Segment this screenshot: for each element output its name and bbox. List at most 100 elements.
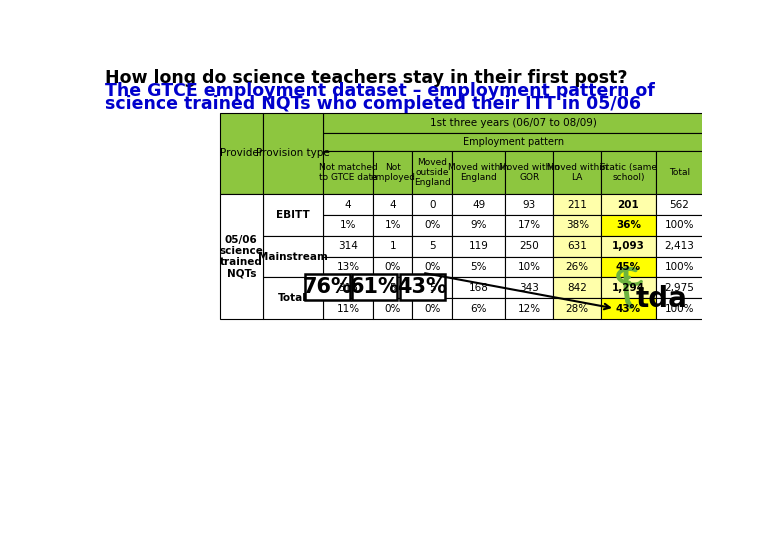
Text: 43%: 43%: [397, 278, 447, 298]
Bar: [505, 151, 553, 194]
Bar: [655, 298, 704, 319]
Bar: [412, 236, 452, 256]
Text: 0: 0: [429, 200, 435, 210]
Bar: [452, 215, 505, 236]
Text: Provider: Provider: [220, 148, 263, 158]
Bar: [399, 274, 445, 300]
Bar: [323, 151, 374, 194]
Text: Moved
outside
England: Moved outside England: [414, 158, 451, 187]
Bar: [412, 298, 452, 319]
Text: 0%: 0%: [424, 303, 441, 314]
Bar: [323, 112, 704, 132]
Bar: [374, 236, 412, 256]
Bar: [374, 151, 412, 194]
Bar: [220, 194, 263, 319]
Text: Not
employed: Not employed: [370, 163, 415, 182]
Text: Total: Total: [669, 168, 690, 177]
Text: 562: 562: [669, 200, 690, 210]
Text: 119: 119: [469, 241, 489, 251]
Bar: [655, 215, 704, 236]
Text: 314: 314: [339, 241, 358, 251]
Text: Static (same
school): Static (same school): [600, 163, 657, 182]
Text: 6%: 6%: [470, 303, 487, 314]
Bar: [452, 278, 505, 298]
Text: 76%: 76%: [303, 278, 353, 298]
Text: 05/06
science
trained
NQTs: 05/06 science trained NQTs: [219, 235, 263, 278]
Text: Provision type: Provision type: [256, 148, 330, 158]
Text: 0%: 0%: [424, 220, 441, 231]
Bar: [412, 256, 452, 278]
Text: 61%: 61%: [350, 278, 400, 298]
Bar: [263, 278, 323, 319]
Text: 2,975: 2,975: [665, 283, 694, 293]
Text: 100%: 100%: [665, 303, 694, 314]
Text: 201: 201: [618, 200, 640, 210]
Text: 1,294: 1,294: [612, 283, 645, 293]
Text: 250: 250: [519, 241, 539, 251]
Bar: [553, 236, 601, 256]
Text: 9%: 9%: [470, 220, 487, 231]
Bar: [412, 215, 452, 236]
Text: 4: 4: [389, 200, 396, 210]
Bar: [553, 151, 601, 194]
Text: 211: 211: [567, 200, 587, 210]
Text: 93: 93: [523, 200, 536, 210]
Bar: [323, 256, 374, 278]
Bar: [505, 194, 553, 215]
Text: 100%: 100%: [665, 220, 694, 231]
Bar: [601, 236, 655, 256]
Bar: [601, 256, 655, 278]
Text: 12%: 12%: [518, 303, 541, 314]
Text: 13%: 13%: [337, 262, 360, 272]
Text: 842: 842: [567, 283, 587, 293]
Bar: [601, 151, 655, 194]
Bar: [323, 132, 704, 151]
Bar: [452, 194, 505, 215]
Text: 17%: 17%: [518, 220, 541, 231]
Bar: [553, 194, 601, 215]
Bar: [553, 278, 601, 298]
Bar: [374, 194, 412, 215]
Bar: [601, 278, 655, 298]
Bar: [263, 236, 323, 278]
Text: tda: tda: [636, 285, 687, 313]
Bar: [655, 151, 704, 194]
Text: Not matched
to GTCE data: Not matched to GTCE data: [319, 163, 378, 182]
Text: EBITT: EBITT: [276, 210, 310, 220]
Bar: [323, 236, 374, 256]
Text: Employment pattern: Employment pattern: [463, 137, 564, 147]
Text: 36%: 36%: [616, 220, 641, 231]
Bar: [452, 298, 505, 319]
Bar: [505, 236, 553, 256]
Text: 45%: 45%: [616, 262, 641, 272]
Text: 43%: 43%: [616, 303, 641, 314]
Bar: [553, 215, 601, 236]
Text: Moved within
GOR: Moved within GOR: [499, 163, 559, 182]
Text: Moved within
England: Moved within England: [448, 163, 509, 182]
Text: Moved within
LA: Moved within LA: [547, 163, 608, 182]
Text: science trained NQTs who completed their ITT in 05/06: science trained NQTs who completed their…: [105, 95, 641, 113]
Text: 1%: 1%: [340, 220, 356, 231]
Text: 5: 5: [389, 283, 396, 293]
Text: Total: Total: [278, 293, 307, 303]
Bar: [323, 194, 374, 215]
Bar: [323, 298, 374, 319]
Text: 28%: 28%: [566, 303, 589, 314]
Text: 100%: 100%: [665, 262, 694, 272]
Bar: [505, 256, 553, 278]
Bar: [505, 215, 553, 236]
Bar: [505, 278, 553, 298]
Text: 4: 4: [345, 200, 352, 210]
Text: 343: 343: [519, 283, 539, 293]
Text: 318: 318: [339, 283, 358, 293]
Bar: [452, 256, 505, 278]
Bar: [601, 215, 655, 236]
Text: 5%: 5%: [470, 262, 487, 272]
Text: 26%: 26%: [566, 262, 589, 272]
Bar: [655, 236, 704, 256]
Bar: [553, 298, 601, 319]
Text: 38%: 38%: [566, 220, 589, 231]
Bar: [374, 298, 412, 319]
Bar: [505, 298, 553, 319]
Bar: [263, 194, 323, 236]
